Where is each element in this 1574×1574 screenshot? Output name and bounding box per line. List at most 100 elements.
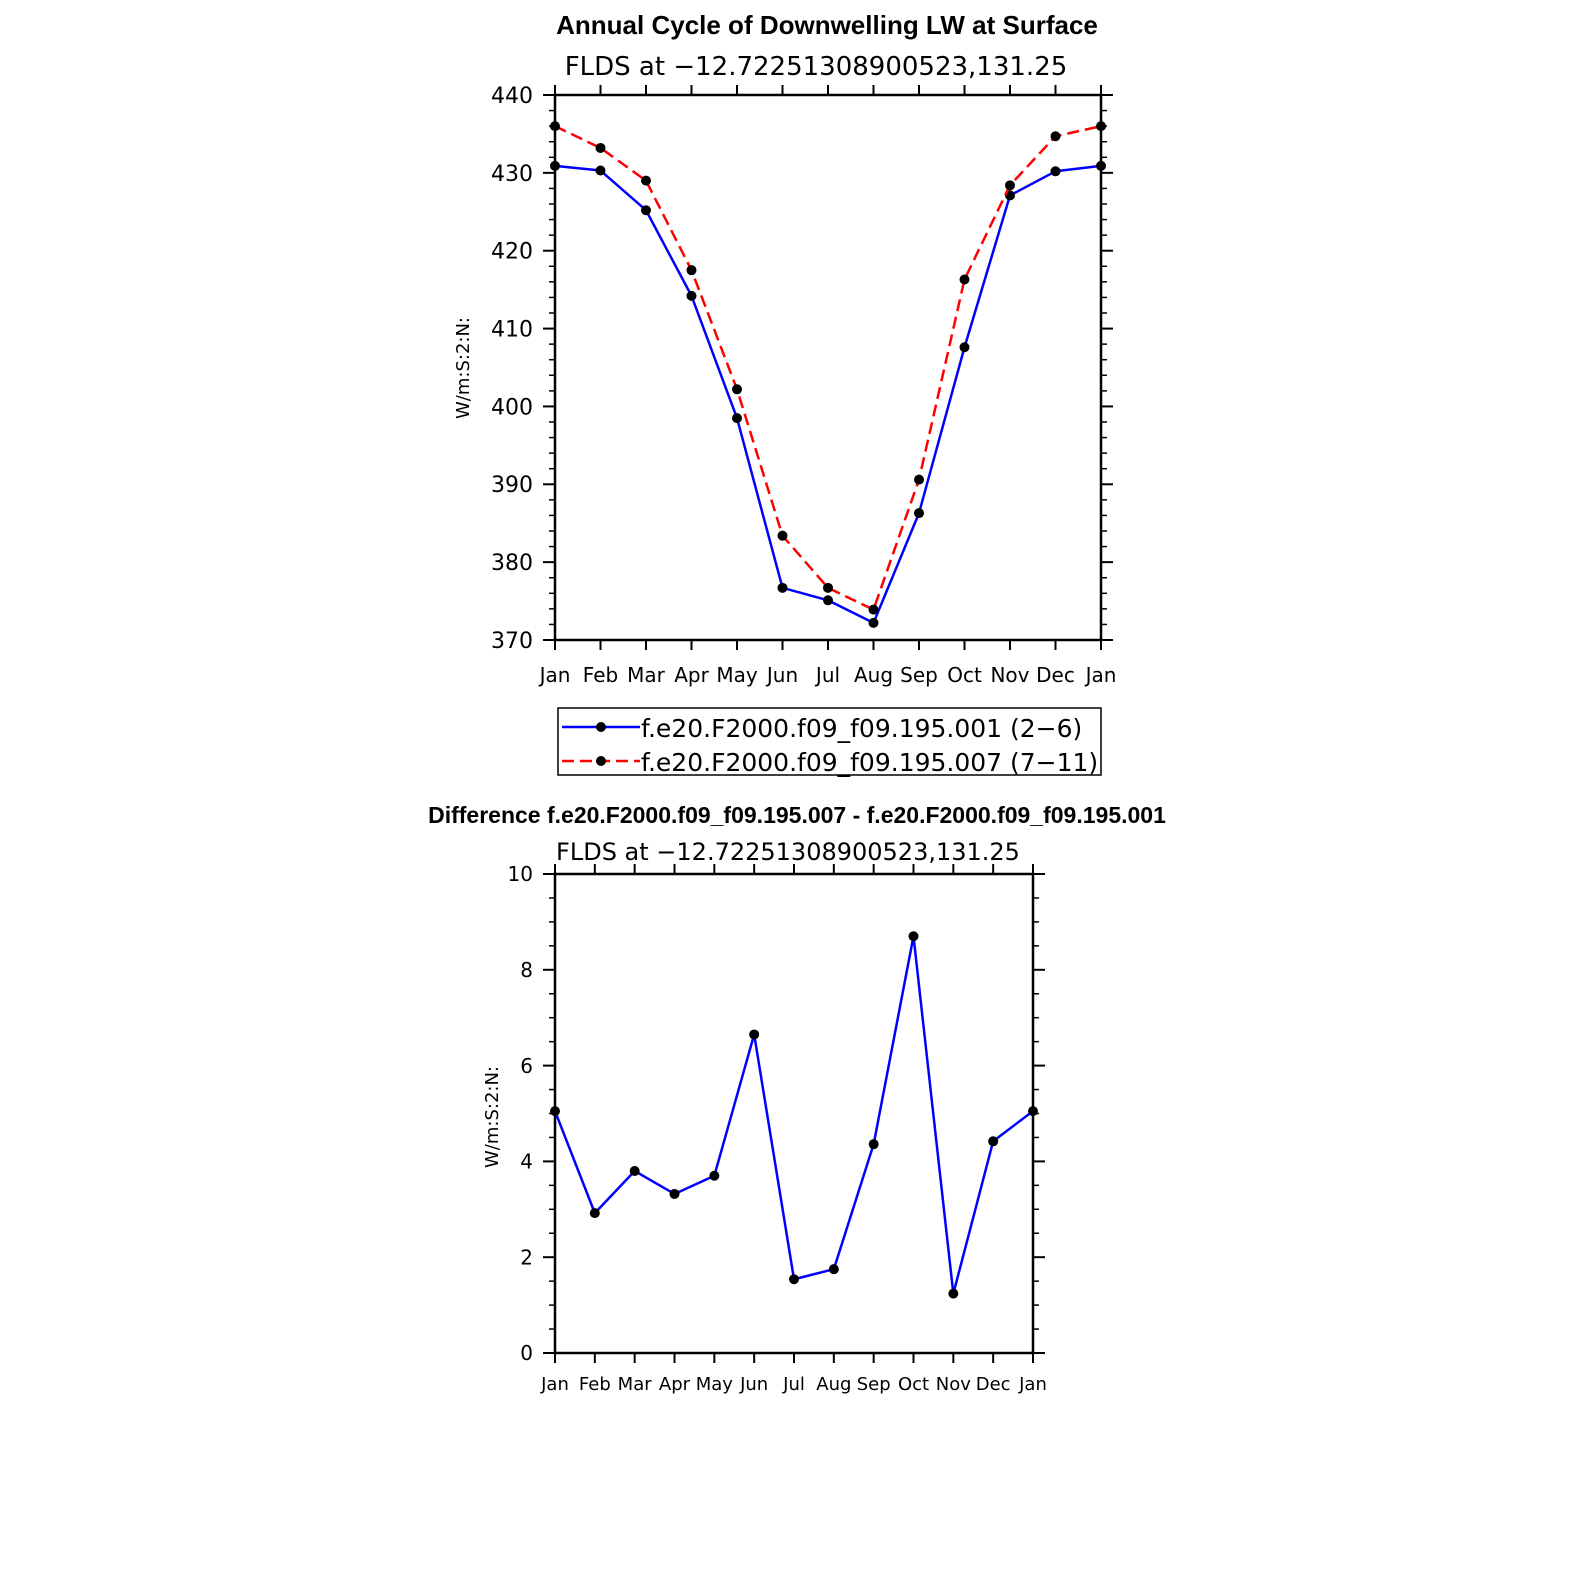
x-tick-label: Sep (900, 663, 938, 687)
data-point (959, 274, 970, 285)
data-point (777, 530, 788, 541)
x-tick-label: Mar (627, 663, 666, 687)
y-tick-label: 8 (520, 958, 533, 982)
x-tick-label: Jul (814, 663, 840, 687)
data-point (948, 1288, 959, 1299)
data-point (868, 604, 879, 615)
y-tick-label: 2 (520, 1245, 533, 1269)
x-tick-label: Dec (976, 1374, 1011, 1395)
data-point (789, 1274, 799, 1285)
x-tick-label: Dec (1036, 663, 1075, 687)
legend-label-series-2: f.e20.F2000.f09_f09.195.007 (7−11) (641, 748, 1098, 777)
x-tick-label: Oct (898, 1374, 929, 1395)
data-point (641, 205, 651, 216)
data-point (1096, 160, 1106, 171)
data-point (959, 342, 970, 353)
data-point (669, 1188, 680, 1199)
series-line-1 (554, 164, 1102, 625)
data-point (709, 1170, 720, 1181)
y-tick-label: 400 (491, 395, 533, 420)
data-point (629, 1165, 640, 1176)
x-tick-label: May (696, 1374, 734, 1395)
chart2-y-axis-label: W/m:S:2:N: (482, 1066, 503, 1168)
legend-label-series-1: f.e20.F2000.f09_f09.195.001 (2−6) (641, 714, 1082, 743)
y-tick-label: 0 (520, 1341, 533, 1365)
data-point (868, 617, 879, 628)
chart1-axes: Jan Feb Mar Apr May Jun Jul Aug Sep Oct Nov Dec Jan3… (491, 84, 1116, 687)
chart1-y-axis-label: W/m:S:2:N: (453, 317, 474, 419)
x-tick-label: May (716, 663, 758, 687)
data-point (868, 1139, 879, 1150)
data-point (595, 165, 606, 176)
x-tick-label: Apr (674, 663, 709, 687)
y-tick-label: 420 (491, 240, 533, 265)
y-tick-label: 440 (491, 84, 533, 109)
y-tick-label: 6 (520, 1054, 533, 1078)
chart1-title: Annual Cycle of Downwelling LW at Surfac… (556, 10, 1098, 40)
data-point (732, 413, 742, 424)
y-tick-label: 10 (508, 862, 533, 886)
series-line-1 (553, 935, 1034, 1295)
chart2-subtitle: FLDS at −12.72251308900523,131.25 (556, 838, 1020, 866)
data-point (823, 595, 833, 606)
x-tick-label: Jan (540, 1374, 569, 1395)
annual-cycle-chart: Annual Cycle of Downwelling LW at Surfac… (453, 10, 1116, 777)
y-tick-label: 4 (520, 1150, 533, 1174)
x-tick-label: Jan (1084, 663, 1117, 687)
series-line-2 (554, 124, 1102, 611)
y-tick-label: 390 (491, 473, 533, 498)
data-point (777, 582, 788, 593)
data-point (823, 582, 833, 593)
x-tick-label: Nov (990, 663, 1029, 687)
y-tick-label: 370 (491, 629, 533, 654)
data-point (550, 160, 560, 171)
x-tick-label: Mar (618, 1374, 653, 1395)
data-point (686, 290, 697, 301)
data-point (589, 1208, 600, 1219)
chart2-title: Difference f.e20.F2000.f09_f09.195.007 -… (428, 802, 1166, 828)
x-tick-label: Feb (583, 663, 618, 687)
y-tick-label: 380 (491, 551, 533, 576)
x-tick-label: Aug (816, 1374, 851, 1395)
data-point (1028, 1106, 1038, 1117)
x-tick-label: Jan (1018, 1374, 1047, 1395)
x-tick-label: Feb (579, 1374, 611, 1395)
data-point (1050, 131, 1061, 142)
data-point (641, 175, 651, 186)
y-tick-label: 410 (491, 317, 533, 342)
x-tick-label: Jul (782, 1374, 805, 1395)
x-tick-label: Nov (936, 1374, 971, 1395)
legend-marker-series-2 (596, 756, 606, 766)
data-point (1096, 121, 1106, 132)
data-point (686, 265, 697, 276)
chart2-series-group (550, 931, 1038, 1299)
data-point (828, 1264, 839, 1275)
data-point (732, 384, 742, 395)
data-point (1050, 166, 1061, 177)
x-tick-label: Aug (854, 663, 893, 687)
x-tick-label: Jan (538, 663, 571, 687)
data-point (908, 931, 919, 942)
x-tick-label: Jun (765, 663, 798, 687)
data-point (988, 1136, 999, 1147)
chart2-axes: Jan Feb Mar Apr May Jun Jul Aug Sep Oct Nov Dec Jan 0… (508, 862, 1047, 1395)
x-tick-label: Jun (739, 1374, 768, 1395)
difference-chart: Difference f.e20.F2000.f09_f09.195.007 -… (428, 802, 1166, 1395)
data-point (1005, 180, 1015, 191)
data-point (550, 121, 560, 132)
legend-marker-series-1 (596, 722, 606, 732)
chart1-legend: f.e20.F2000.f09_f09.195.001 (2−6) f.e20.… (557, 707, 1102, 777)
data-point (550, 1106, 560, 1117)
legend-box (557, 707, 1102, 776)
y-tick-label: 430 (491, 162, 533, 187)
data-point (914, 474, 924, 485)
x-tick-label: Apr (659, 1374, 691, 1395)
x-tick-label: Sep (857, 1374, 891, 1395)
x-tick-label: Oct (947, 663, 982, 687)
data-point (749, 1029, 760, 1040)
chart1-subtitle: FLDS at −12.72251308900523,131.25 (565, 52, 1068, 82)
data-point (914, 508, 924, 519)
chart1-series-group (550, 121, 1106, 628)
data-point (595, 142, 606, 153)
